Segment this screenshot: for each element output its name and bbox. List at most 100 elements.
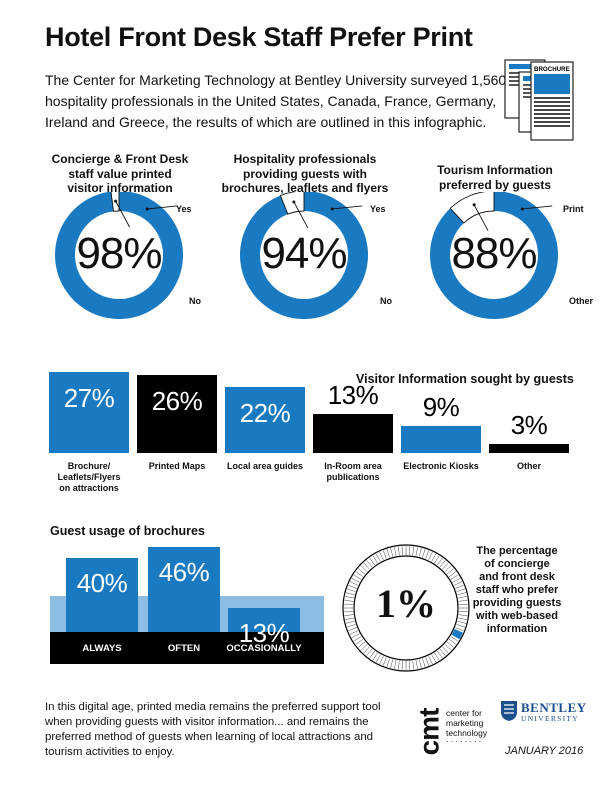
- donut-slice-secondary: [449, 192, 495, 224]
- web-based-ring: [342, 544, 470, 672]
- leader-line-secondary: [115, 200, 131, 228]
- visitor-bar-label-line: Printed Maps: [148, 461, 206, 471]
- visitor-bar-value: 13%: [327, 380, 379, 410]
- ring-tick: [448, 571, 457, 578]
- donut-slice-primary: [430, 192, 558, 319]
- donut-chart-1: [55, 192, 183, 319]
- donut-title-line: visitor information: [67, 181, 173, 195]
- caption-line: The percentage: [476, 545, 558, 557]
- donut-secondary-label: No: [380, 296, 392, 306]
- brochure-bar: 13%: [228, 607, 300, 648]
- ring-tick: [369, 557, 376, 566]
- footer-line: tourism activities to enjoy.: [45, 746, 175, 758]
- ring-tick: [446, 568, 454, 575]
- brochure-bar-label: OFTEN: [167, 643, 201, 654]
- brochure-bar-value: 46%: [158, 556, 210, 587]
- ring-tick: [355, 571, 364, 578]
- ring-tick: [415, 660, 418, 669]
- ring-tick: [425, 657, 430, 666]
- ring-tick: [458, 603, 468, 605]
- visitor-bar-label-line: Leaflets/Flyers: [57, 472, 121, 482]
- intro-text: The Center for Marketing Technology at B…: [45, 70, 506, 133]
- ring-tick: [379, 655, 384, 665]
- ring-tick: [345, 592, 355, 596]
- visitor-bar-label: Printed Maps: [137, 461, 217, 472]
- bentley-name: BENTLEY: [521, 700, 587, 715]
- ring-tick: [457, 620, 467, 624]
- ring-tick: [458, 614, 468, 617]
- ring-tick: [418, 547, 422, 557]
- ring-tick: [428, 551, 433, 561]
- ring-tick: [366, 560, 373, 568]
- visitor-bar-label-line: Local area guides: [226, 461, 304, 471]
- ring-tick: [345, 620, 355, 624]
- ring-tick: [375, 654, 381, 663]
- visitor-bar-label-line: Other: [516, 461, 541, 471]
- cmt-logo-mark: cmt: [413, 708, 445, 756]
- ring-tick: [346, 624, 356, 628]
- ring-tick: [415, 547, 418, 556]
- ring-tick: [442, 646, 449, 654]
- ring-ticks: [344, 546, 468, 670]
- ring-tick: [351, 633, 360, 639]
- visitor-bar-label: Local area guides: [225, 461, 305, 472]
- leader-line-primary: [332, 205, 363, 210]
- donut-slice-primary: [55, 192, 183, 319]
- ring-inner-edge: [353, 555, 459, 661]
- web-based-value: 1%: [376, 581, 436, 626]
- web-based-arc: [451, 629, 463, 640]
- ring-tick: [425, 550, 430, 559]
- footer-line: In this digital age, printed media remai…: [45, 701, 381, 713]
- ring-tick: [348, 584, 357, 589]
- caption-line: providing guests: [472, 597, 562, 609]
- ring-tick: [397, 546, 400, 556]
- donut-primary-label: Print: [563, 204, 584, 214]
- report-date: JANUARY 2016: [505, 745, 584, 757]
- ring-tick: [348, 627, 357, 632]
- visitor-bar-label-line: In-Room area: [324, 461, 382, 471]
- visitor-bar-value: 22%: [239, 398, 291, 428]
- leader-dot-primary: [520, 207, 524, 211]
- donut-value: 88%: [451, 229, 537, 278]
- ring-tick: [431, 654, 437, 663]
- visitor-bar-value: 26%: [151, 386, 203, 416]
- visitor-bar: 22%: [225, 387, 305, 453]
- ring-tick: [358, 568, 366, 575]
- visitor-bar: 26%: [137, 375, 217, 453]
- ring-tick: [375, 553, 381, 562]
- brochure-band-dark: [50, 632, 324, 664]
- ring-tick: [369, 650, 376, 659]
- visitor-bar-value: 3%: [510, 410, 548, 440]
- donut-ring-3: [430, 192, 558, 319]
- cmt-logo-text: center for marketing technology ········: [446, 708, 487, 746]
- ring-tick: [344, 599, 354, 602]
- cmt-dots-icon: ········: [446, 737, 484, 746]
- brochure-usage-title: Guest usage of brochures: [50, 524, 205, 538]
- ring-tick: [409, 660, 411, 670]
- donut-chart-3: [430, 192, 558, 319]
- ring-tick: [386, 658, 390, 668]
- donut-slice-primary: [240, 192, 368, 319]
- ring-tick: [453, 581, 463, 586]
- ring-tick: [422, 658, 426, 668]
- ring-tick: [351, 577, 360, 583]
- caption-line: information: [486, 623, 548, 635]
- ring-tick: [444, 565, 452, 572]
- ring-tick: [434, 652, 440, 661]
- ring-tick: [444, 644, 452, 651]
- ring-tick: [382, 657, 387, 666]
- ring-tick: [346, 588, 356, 592]
- ring-tick: [428, 655, 433, 665]
- ring-tick: [450, 574, 459, 580]
- footer-text: In this digital age, printed media remai…: [45, 700, 405, 760]
- ring-tick: [456, 624, 466, 628]
- ring-tick: [436, 650, 443, 659]
- ring-tick: [458, 611, 468, 613]
- ring-tick: [422, 548, 426, 558]
- donut-chart-2: [240, 192, 368, 319]
- ring-tick: [349, 630, 359, 635]
- bentley-sub: UNIVERSITY: [521, 714, 579, 723]
- ring-tick: [353, 636, 362, 642]
- ring-tick: [434, 555, 440, 564]
- donut-title-line: Concierge & Front Desk: [51, 152, 189, 166]
